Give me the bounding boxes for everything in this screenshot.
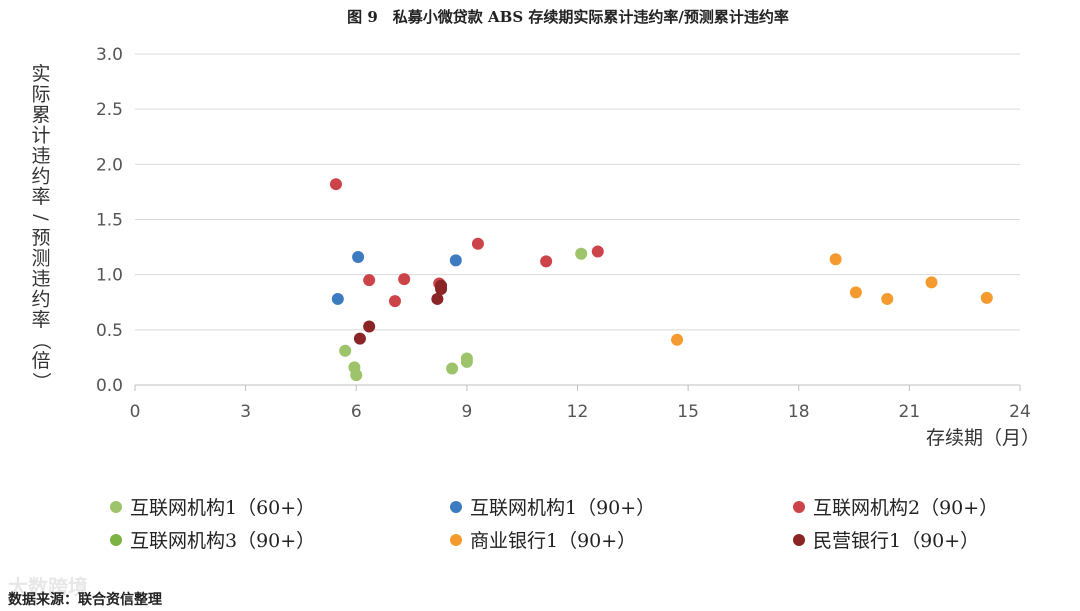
y-axis-label-char: 约 — [31, 289, 50, 311]
y-axis-label-char: （ — [30, 331, 52, 350]
data-point — [671, 333, 684, 346]
y-axis-label-char: / — [30, 214, 52, 221]
axes — [134, 384, 1021, 391]
scatter-chart: 图 9 私募小微贷款 ABS 存续期实际累计违约率/预测累计违约率 0.0 0.5… — [30, 8, 1040, 449]
legend-label: 互联网机构1（90+） — [470, 497, 656, 519]
legend-item: 民营银行1（90+） — [793, 526, 979, 553]
y-axis-label-char: 计 — [31, 125, 50, 147]
legend-item: 互联网机构1（60+） — [110, 493, 315, 520]
data-point — [339, 344, 352, 357]
legend-item: 商业银行1（90+） — [450, 526, 636, 553]
data-point — [540, 255, 553, 268]
y-tick-label: 3.0 — [96, 45, 123, 65]
x-tick-label: 18 — [788, 402, 810, 422]
legend-swatch — [450, 533, 462, 546]
legend-label: 互联网机构2（90+） — [813, 497, 999, 519]
data-point — [398, 273, 411, 286]
data-point — [331, 292, 344, 305]
data-point — [460, 355, 473, 368]
data-points — [329, 178, 993, 382]
data-point — [388, 295, 401, 308]
data-point — [575, 247, 588, 260]
legend-item: 互联网机构2（90+） — [793, 493, 998, 520]
data-point — [980, 291, 993, 304]
chart-title: 图 9 私募小微贷款 ABS 存续期实际累计违约率/预测累计违约率 — [347, 8, 789, 26]
y-tick-label: 0.0 — [96, 376, 123, 396]
x-axis-label: 存续期（月） — [926, 427, 1040, 449]
watermark: 大数跨境 — [8, 575, 88, 599]
data-point — [353, 332, 366, 345]
data-point — [446, 362, 459, 375]
source-note: 数据来源：联合资信整理 — [8, 592, 162, 608]
x-tick-label: 0 — [130, 402, 141, 422]
y-tick-label: 1.5 — [96, 211, 123, 231]
legend-swatch — [793, 500, 805, 513]
legend-swatch — [450, 500, 462, 513]
y-axis-label-char: 率 — [31, 309, 50, 331]
data-point — [449, 254, 462, 267]
data-point — [471, 237, 484, 250]
y-axis-label-char: ） — [30, 372, 52, 391]
y-tick-label: 0.5 — [96, 321, 123, 341]
data-point — [881, 292, 894, 305]
legend-label: 互联网机构1（60+） — [130, 497, 316, 519]
data-point — [363, 274, 376, 287]
legend-label: 商业银行1（90+） — [470, 530, 637, 552]
legend-label: 民营银行1（90+） — [813, 530, 980, 552]
data-point — [363, 320, 376, 333]
y-axis-label-char: 实 — [31, 63, 50, 85]
legend-label: 互联网机构3（90+） — [130, 530, 316, 552]
y-axis-label-char: 约 — [31, 166, 50, 188]
grid-lines — [135, 53, 1020, 331]
y-axis-label-char: 预 — [31, 227, 50, 249]
legend-item: 互联网机构1（90+） — [450, 493, 655, 520]
x-tick-label: 9 — [461, 402, 472, 422]
y-tick-label: 2.5 — [96, 100, 123, 120]
data-point — [352, 251, 365, 264]
y-axis-label-char: 累 — [31, 104, 50, 126]
y-axis-label-char: 违 — [31, 145, 50, 167]
x-tick-label: 6 — [351, 402, 362, 422]
x-tick-label: 24 — [1009, 402, 1031, 422]
legend-swatch — [110, 500, 122, 513]
legend-swatch — [793, 533, 805, 546]
x-tick-label: 15 — [677, 402, 699, 422]
y-axis-label-char: 倍 — [31, 350, 50, 372]
y-axis-label-char: 率 — [31, 186, 50, 208]
x-tick-label: 12 — [567, 402, 589, 422]
x-tick-label: 21 — [899, 402, 921, 422]
y-tick-labels: 0.0 0.5 1.0 1.5 2.0 2.5 3.0 — [96, 45, 123, 396]
data-point — [829, 253, 842, 266]
y-tick-label: 2.0 — [96, 155, 123, 175]
data-point — [350, 369, 363, 382]
x-tick-labels: 0 3 6 9 12 15 18 21 24 — [130, 402, 1031, 422]
legend-swatch — [110, 533, 122, 546]
x-tick-label: 3 — [240, 402, 251, 422]
data-point — [591, 245, 604, 258]
y-axis-label-char: 测 — [31, 248, 50, 270]
data-point — [435, 283, 448, 296]
data-point — [849, 286, 862, 299]
data-point — [431, 292, 444, 305]
y-axis-label-char: 违 — [31, 268, 50, 290]
data-point — [925, 276, 938, 289]
legend-item: 互联网机构3（90+） — [110, 526, 315, 553]
data-point — [329, 178, 342, 191]
y-tick-label: 1.0 — [96, 266, 123, 286]
y-axis-label-char: 际 — [31, 84, 50, 106]
